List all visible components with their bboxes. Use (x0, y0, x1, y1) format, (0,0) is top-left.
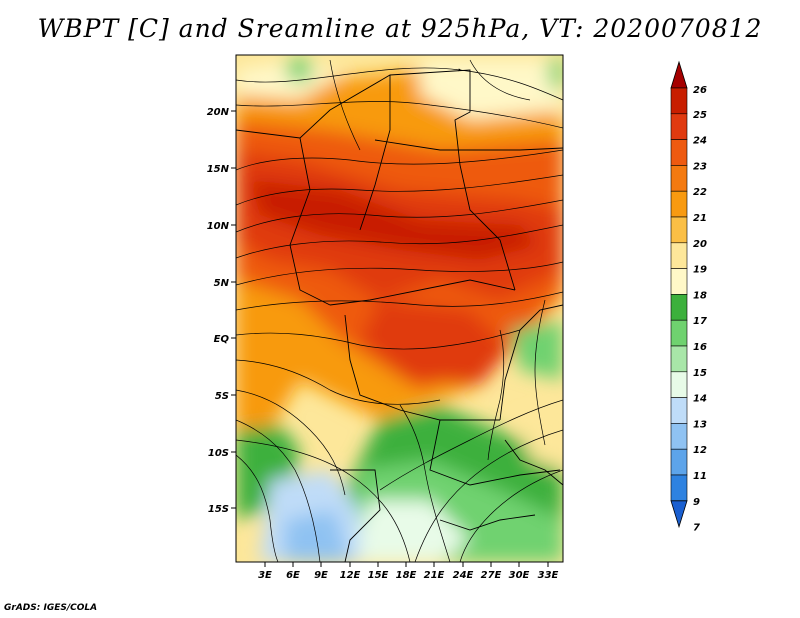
lon-label: 27E (481, 570, 502, 581)
lon-label: 18E (396, 570, 417, 581)
map-frame (235, 54, 564, 563)
colorbar-swatch (670, 294, 688, 321)
colorbar-label: 23 (693, 161, 707, 172)
lat-label: 5N (214, 278, 230, 289)
lon-label: 9E (314, 570, 328, 581)
lon-label: 33E (538, 570, 559, 581)
colorbar-label: 19 (693, 265, 707, 276)
map-title: WBPT [C] and Sreamline at 925hPa, VT: 20… (37, 14, 763, 43)
colorbar-swatch (670, 87, 688, 115)
country-borders (236, 69, 563, 562)
lon-label: 12E (340, 570, 361, 581)
lon-label: 3E (258, 570, 272, 581)
colorbar-swatch (670, 345, 688, 373)
colorbar-label: 24 (693, 136, 707, 147)
longitude-axis: 3E 6E 9E 12E 15E 18E 21E 24E 27E 30E 33E (258, 562, 559, 581)
colorbar-swatch (670, 113, 688, 140)
lat-label: 5S (215, 391, 229, 402)
colorbar-swatch (670, 190, 688, 218)
colorbar-label: 22 (693, 187, 707, 198)
colorbar-swatch (670, 216, 688, 244)
colorbar-label: 20 (693, 239, 707, 250)
colorbar-label: 15 (693, 368, 707, 379)
colorbar-label: 12 (693, 445, 707, 456)
grads-credit: GrADS: IGES/COLA (4, 603, 98, 613)
colorbar-label: 17 (693, 316, 707, 327)
lon-label: 21E (424, 570, 445, 581)
colorbar-swatch (670, 242, 688, 269)
lat-label: 10S (208, 448, 229, 459)
colorbar-swatch (670, 423, 688, 450)
lon-label: 6E (286, 570, 300, 581)
lon-label: 30E (509, 570, 530, 581)
streamlines (236, 59, 563, 562)
colorbar-label: 14 (693, 394, 707, 405)
lat-label: 10N (207, 221, 230, 232)
colorbar-label: 18 (693, 290, 707, 301)
colorbar-label: 26 (693, 85, 707, 96)
colorbar: 26 25 24 23 22 21 20 19 18 17 16 15 14 13 12 11 9 7 (670, 60, 707, 534)
latitude-axis: 20N 15N 10N 5N EQ 5S 10S 15S (207, 107, 236, 515)
colorbar-label: 9 (693, 497, 700, 508)
colorbar-label: 21 (693, 213, 707, 224)
colorbar-label: 11 (693, 471, 707, 482)
lat-label: 15S (208, 504, 229, 515)
colorbar-swatch (670, 371, 688, 398)
colorbar-arrow-top (670, 60, 688, 89)
colorbar-swatch (670, 448, 688, 476)
lon-label: 15E (368, 570, 389, 581)
lat-label: EQ (214, 334, 230, 345)
colorbar-label: 16 (693, 342, 707, 353)
lon-label: 24E (453, 570, 474, 581)
colorbar-label: 7 (693, 523, 700, 534)
colorbar-swatch (670, 319, 688, 347)
colorbar-label: 25 (693, 110, 707, 121)
map-area (236, 55, 563, 562)
colorbar-label: 13 (693, 419, 707, 430)
colorbar-swatch (670, 139, 688, 166)
colorbar-swatch (670, 474, 688, 502)
colorbar-swatch (670, 268, 688, 295)
lat-label: 15N (207, 164, 230, 175)
colorbar-arrow-bottom (670, 500, 688, 529)
colorbar-swatch (670, 165, 688, 192)
colorbar-swatch (670, 397, 688, 424)
temperature-field (236, 58, 563, 562)
lat-label: 20N (207, 107, 230, 118)
